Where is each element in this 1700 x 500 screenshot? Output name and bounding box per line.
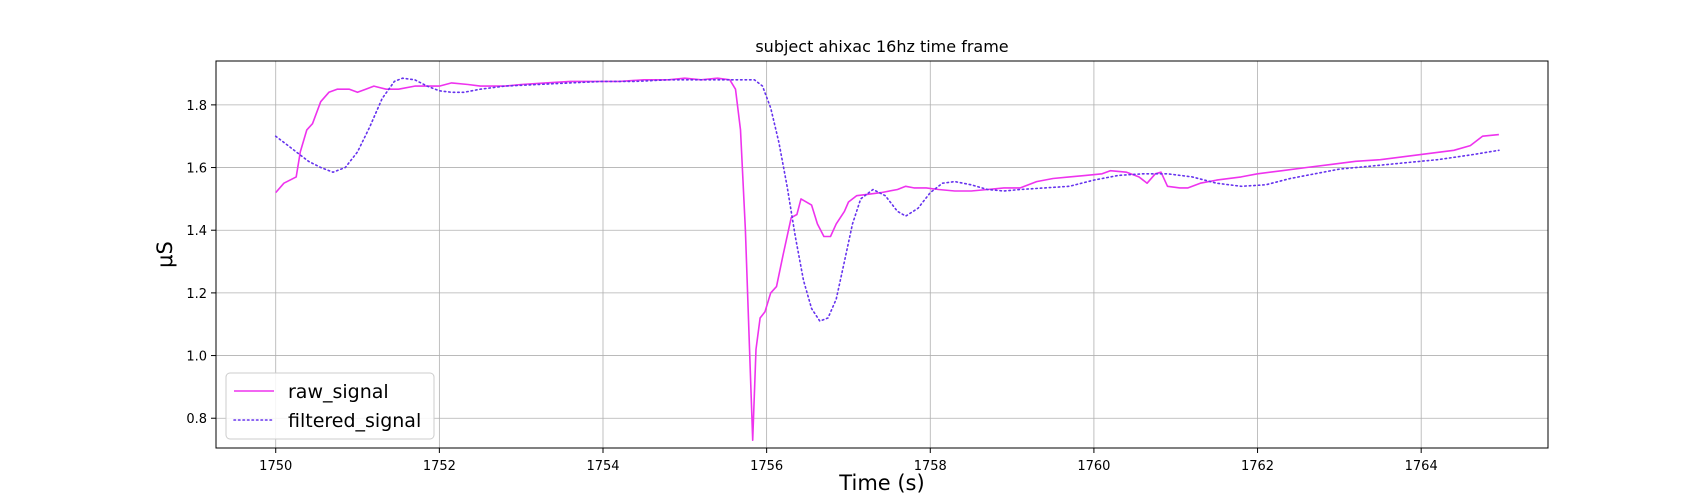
x-tick-label: 1750 bbox=[259, 459, 292, 474]
chart-title: subject ahixac 16hz time frame bbox=[755, 37, 1008, 56]
legend-box bbox=[225, 372, 435, 440]
y-tick-label: 1.2 bbox=[186, 287, 207, 302]
legend: raw_signal filtered_signal bbox=[225, 372, 435, 440]
x-tick-label: 1762 bbox=[1241, 459, 1274, 474]
y-tick-label: 1.6 bbox=[186, 162, 207, 177]
x-tick-label: 1758 bbox=[914, 459, 947, 474]
x-axis-label: Time (s) bbox=[838, 471, 924, 495]
x-tick-label: 1764 bbox=[1405, 459, 1438, 474]
x-tick-label: 1752 bbox=[423, 459, 456, 474]
legend-label-raw-signal: raw_signal bbox=[288, 381, 389, 403]
y-tick-label: 0.8 bbox=[186, 412, 207, 427]
x-axis-ticks: 1750 1752 1754 1756 1758 1760 1762 1764 bbox=[259, 448, 1438, 474]
raw-signal-line bbox=[275, 77, 1499, 441]
y-tick-label: 1.0 bbox=[186, 350, 207, 365]
plot-frame bbox=[215, 60, 1549, 449]
grid bbox=[216, 61, 1548, 448]
legend-label-filtered-signal: filtered_signal bbox=[288, 410, 421, 432]
y-tick-label: 1.8 bbox=[186, 99, 207, 114]
y-axis-ticks: 0.8 1.0 1.2 1.4 1.6 1.8 bbox=[186, 99, 216, 427]
y-tick-label: 1.4 bbox=[186, 224, 207, 239]
filtered-signal-line bbox=[274, 77, 1500, 322]
x-tick-label: 1760 bbox=[1077, 459, 1110, 474]
x-tick-label: 1756 bbox=[750, 459, 783, 474]
x-tick-label: 1754 bbox=[586, 459, 619, 474]
series-layer bbox=[274, 77, 1500, 441]
y-axis-label: μS bbox=[153, 241, 177, 268]
